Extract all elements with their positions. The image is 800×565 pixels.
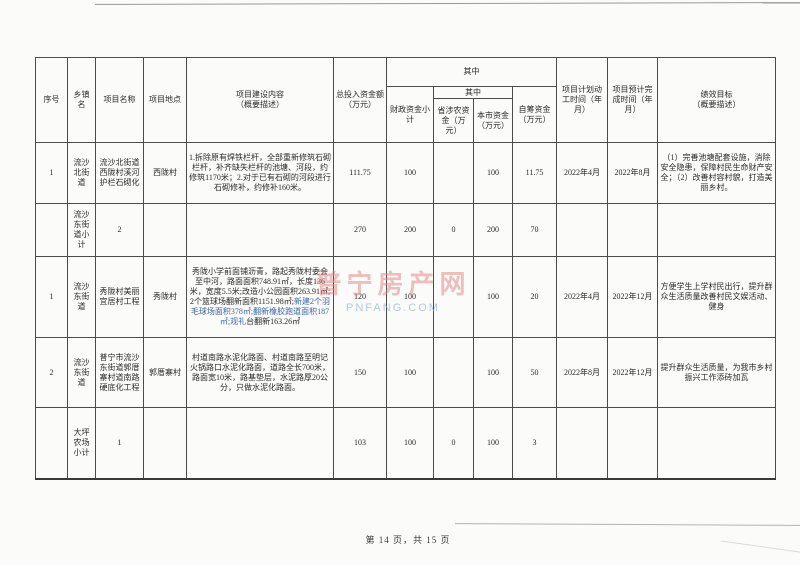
col-header-project-name: 项目名称 xyxy=(95,57,144,143)
col-header-fiscal: 财政资金小计 xyxy=(386,86,434,143)
cell-start: 2022年4月 xyxy=(556,142,608,204)
cell-provincial xyxy=(433,142,474,204)
cell-start: 2022年4月 xyxy=(556,256,608,338)
col-header-total: 总投入资金额 （万元） xyxy=(333,57,387,143)
col-header-provincial: 省涉农资金（万元） xyxy=(433,98,474,143)
cell-self-fund: 20 xyxy=(512,256,557,338)
page-number-footer: 第 14 页，共 15 页 xyxy=(365,535,451,545)
cell-town: 流沙东街道小计 xyxy=(67,203,96,257)
cell-start: 2022年8月 xyxy=(556,337,608,408)
col-header-location: 项目地点 xyxy=(143,57,187,143)
subtotal-row: 大坪农场小计 1 103 100 0 100 3 xyxy=(35,407,776,480)
cell-seq xyxy=(35,203,68,257)
cell-seq: 2 xyxy=(35,337,68,408)
cell-location xyxy=(143,203,187,257)
col-header-finish: 项目预计完成时间（年月） xyxy=(607,57,658,143)
cell-provincial: 0 xyxy=(433,203,474,257)
cell-self-fund: 11.75 xyxy=(512,142,557,204)
cell-city: 100 xyxy=(473,142,513,204)
cell-city: 100 xyxy=(473,407,513,480)
cell-location xyxy=(143,407,187,480)
cell-target xyxy=(657,203,776,257)
cell-location: 郭厝寨村 xyxy=(143,337,187,408)
cell-content: 秀陇小学前面铺沥青，路起秀陇村委会至中河，路面面积748.91㎡，长度136米，… xyxy=(186,256,334,338)
cell-town: 流沙北街道 xyxy=(67,142,96,204)
content-part-black: 秀陇小学前面铺沥青，路起秀陇村委会至中河，路面面积748.91㎡，长度136米，… xyxy=(189,267,331,306)
cell-provincial xyxy=(433,256,474,338)
cell-city: 100 xyxy=(473,256,513,338)
cell-seq: 1 xyxy=(35,256,68,338)
cell-fiscal: 100 xyxy=(386,256,434,338)
cell-project-name: 秀陇村美丽宜居村工程 xyxy=(95,256,144,338)
col-header-self-fund: 自筹资金（万元） xyxy=(512,86,557,143)
cell-fiscal: 200 xyxy=(386,203,434,257)
cell-city: 100 xyxy=(473,337,513,408)
cell-town: 大坪农场小计 xyxy=(67,407,96,480)
cell-total: 103 xyxy=(333,407,387,480)
cell-project-name: 普宁市流沙东街道郭厝寨村道南路硬底化工程 xyxy=(95,337,144,408)
col-header-among-2: 其中 xyxy=(433,86,513,99)
cell-target: 提升群众生活质量，为我市乡村振兴工作添砖加瓦 xyxy=(657,337,776,408)
cell-content: 村道南路水泥化路面、村道南路至明记火锅路口水泥化路面，道路全长700米，路面宽1… xyxy=(186,337,334,408)
cell-town: 流沙东街道 xyxy=(67,337,96,408)
subtotal-row: 流沙东街道小计 2 270 200 0 200 70 xyxy=(35,203,776,257)
cell-total: 150 xyxy=(333,337,387,408)
cell-finish: 2022年8月 xyxy=(607,142,658,204)
cell-target: （1）完善池塘配套设施，消除安全隐患，保障村民生命财产安全；（2）改善村容村貌，… xyxy=(657,142,776,204)
cell-total: 120 xyxy=(333,256,387,338)
cell-finish: 2022年12月 xyxy=(607,256,658,338)
cell-self-fund: 3 xyxy=(512,407,557,480)
cell-target xyxy=(657,407,776,480)
cell-seq: 1 xyxy=(35,142,68,204)
cell-target: 方便学生上学村民出行，提升群众生活质量改善村民文娱活动、健身 xyxy=(657,256,776,338)
cell-start xyxy=(556,407,608,480)
scan-edge-bottom xyxy=(454,523,800,526)
cell-finish xyxy=(607,203,658,257)
cell-provincial xyxy=(433,337,474,408)
col-header-city: 本市资金（万元） xyxy=(473,98,513,143)
col-header-town: 乡镇名 xyxy=(67,57,96,143)
cell-self-fund: 50 xyxy=(512,337,557,408)
cell-town: 流沙东街道 xyxy=(67,256,96,338)
cell-self-fund: 70 xyxy=(512,203,557,257)
cell-fiscal: 100 xyxy=(386,142,434,204)
col-header-target: 绩效目标 （概要描述） xyxy=(657,57,776,143)
cell-start xyxy=(556,203,608,257)
cell-location: 秀陇村 xyxy=(143,256,187,338)
cell-fiscal: 100 xyxy=(386,407,434,480)
cell-project-name: 2 xyxy=(95,203,144,257)
cell-content: 1.拆除原有焊铁栏杆，全部重新修筑石砌栏杆，补齐缺失栏杆的池塘、河段，约修筑11… xyxy=(186,142,334,204)
cell-location: 西陇村 xyxy=(143,142,187,204)
col-header-seq: 序号 xyxy=(35,57,68,143)
cell-finish xyxy=(607,407,658,480)
project-funding-table: 序号 乡镇名 项目名称 项目地点 项目建设内容 （概要描述） 总投入资金额 （万… xyxy=(35,57,776,480)
col-header-among-1: 其中 xyxy=(386,57,557,87)
cell-fiscal: 100 xyxy=(386,337,434,408)
header-row-3: 省涉农资金（万元） 本市资金（万元） xyxy=(36,98,776,143)
table-row: 2 流沙东街道 普宁市流沙东街道郭厝寨村道南路硬底化工程 郭厝寨村 村道南路水泥… xyxy=(35,337,776,408)
content-part-blue: 新建2个羽毛球场面积378㎡;翻新橡胶跑道面积187㎡;观礼 xyxy=(190,297,330,326)
cell-project-name: 1 xyxy=(95,407,144,480)
table-row: 1 流沙东街道 秀陇村美丽宜居村工程 秀陇村 秀陇小学前面铺沥青，路起秀陇村委会… xyxy=(35,256,776,338)
cell-finish: 2022年12月 xyxy=(607,337,658,408)
header-row-1: 序号 乡镇名 项目名称 项目地点 项目建设内容 （概要描述） 总投入资金额 （万… xyxy=(35,57,776,143)
cell-provincial: 0 xyxy=(433,407,474,480)
table-row: 1 流沙北街道 流沙北街道西陇村溪河护栏石砌化 西陇村 1.拆除原有焊铁栏杆，全… xyxy=(35,142,776,204)
cell-content xyxy=(186,203,334,257)
cell-total: 111.75 xyxy=(333,142,387,204)
cell-total: 270 xyxy=(333,203,387,257)
scan-edge-top xyxy=(94,2,800,5)
header-row-2: 财政资金小计 其中 自筹资金（万元） xyxy=(36,86,776,143)
cell-content xyxy=(186,407,334,480)
cell-city: 200 xyxy=(473,203,513,257)
cell-seq xyxy=(35,407,68,480)
content-part-black: 台翻新163.26㎡ xyxy=(246,317,301,326)
col-header-content: 项目建设内容 （概要描述） xyxy=(186,57,334,143)
col-header-start: 项目计划动工时间（年月） xyxy=(556,57,608,143)
cell-project-name: 流沙北街道西陇村溪河护栏石砌化 xyxy=(95,142,144,204)
